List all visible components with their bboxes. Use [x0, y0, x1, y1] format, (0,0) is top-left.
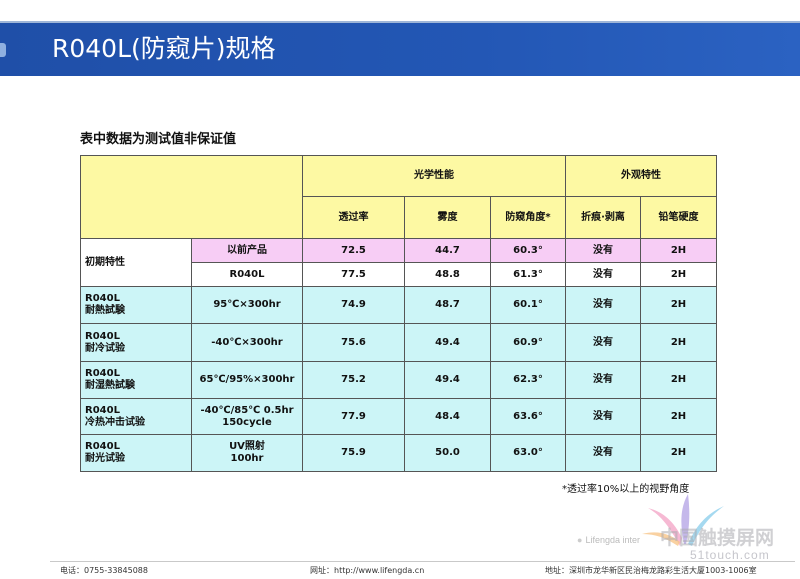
sample-cell: 以前产品 [191, 238, 303, 263]
haze-cell: 48.7 [404, 286, 491, 324]
transmittance-cell: 75.6 [302, 323, 405, 362]
angle-cell: 61.3° [489, 262, 567, 287]
angle-cell: 63.0° [489, 434, 567, 472]
table-row: R040L 耐冷试验 -40℃×300hr 75.6 49.4 60.9° 没有 … [80, 323, 718, 362]
title-banner: R040L(防窥片)规格 [0, 23, 800, 76]
test-name-line1: R040L [85, 404, 120, 416]
condition-line1: -40℃×300hr [211, 336, 283, 348]
condition-line1: 65℃/95%×300hr [199, 374, 295, 385]
crease-cell: 没有 [565, 323, 642, 362]
haze-cell: 48.8 [404, 262, 491, 287]
table-caption: 表中数据为测试值非保证值 [80, 132, 237, 147]
table-row: R040L 冷热冲击试验 -40℃/85℃ 0.5hr 150cycle 77.9 … [80, 398, 718, 435]
footer-address: 地址：深圳市龙华新区民治梅龙路彩生活大厦1003-1006室 [545, 566, 757, 575]
condition-line1: UV照射 [229, 441, 265, 452]
angle-cell: 60.9° [489, 323, 567, 362]
hardness-cell: 2H [640, 361, 718, 399]
hardness-cell: 2H [640, 262, 718, 287]
hardness-cell: 2H [640, 238, 718, 263]
angle-cell: 62.3° [489, 361, 567, 399]
crease-cell: 没有 [565, 286, 642, 324]
haze-cell: 49.4 [404, 361, 491, 399]
condition-line1: -40℃/85℃ 0.5hr [200, 404, 294, 416]
test-name-cell: R040L 耐冷试验 [80, 323, 192, 362]
table-row: R040L 耐光试验 UV照射 100hr 75.9 50.0 63.0° 没有 2… [80, 434, 718, 472]
table-row: R040L 77.5 48.8 61.3° 没有 2H [81, 262, 718, 287]
test-name-cell: R040L 耐湿熱試験 [80, 361, 192, 399]
crease-cell: 没有 [565, 398, 642, 435]
group-appearance: 外观特性 [565, 155, 718, 197]
test-name-line2: 耐光试验 [85, 453, 125, 464]
condition-cell: -40℃×300hr [191, 323, 303, 362]
test-name-cell: R040L 耐光试验 [80, 434, 192, 472]
crease-cell: 没有 [565, 238, 642, 263]
footer-rule [50, 561, 795, 562]
hardness-cell: 2H [640, 398, 718, 435]
footnote: *透过率10%以上的视野角度 [562, 484, 690, 495]
header-hardness: 铅笔硬度 [640, 196, 718, 239]
header-crease: 折痕·剥离 [565, 196, 642, 239]
header-haze: 雾度 [404, 196, 491, 239]
condition-line2: 100hr [230, 453, 264, 464]
footer-phone: 电话：0755-33845088 [60, 566, 148, 575]
crease-cell: 没有 [565, 361, 642, 399]
banner-tab [0, 43, 6, 57]
test-name-cell: R040L 耐熱試験 [80, 286, 192, 324]
group-optical: 光学性能 [301, 155, 567, 197]
table-row: R040L 耐湿熱試験 65℃/95%×300hr 75.2 49.4 62.3°… [80, 361, 718, 399]
watermark-site-url: 51touch.com [690, 548, 770, 562]
transmittance-cell: 75.2 [302, 361, 405, 399]
angle-cell: 60.1° [489, 286, 567, 324]
condition-cell: UV照射 100hr [191, 434, 303, 472]
header-angle: 防窥角度* [489, 196, 567, 239]
condition-cell: -40℃/85℃ 0.5hr 150cycle [191, 398, 303, 435]
test-name-line2: 冷热冲击试验 [85, 416, 145, 428]
watermark-company-text: Lifengda inter [585, 535, 640, 545]
table-row: 初期特性 以前产品 72.5 44.7 60.3° 没有 2H [80, 238, 718, 287]
haze-cell: 48.4 [404, 398, 491, 435]
haze-cell: 49.4 [404, 323, 491, 362]
condition-line2: 150cycle [222, 416, 272, 428]
transmittance-cell: 77.9 [302, 398, 405, 435]
transmittance-cell: 72.5 [302, 238, 405, 263]
condition-cell: 95℃×300hr [191, 286, 303, 324]
haze-cell: 44.7 [404, 238, 491, 263]
header-transmittance: 透过率 [302, 196, 405, 239]
test-name-line2: 耐冷试验 [85, 342, 125, 354]
table-row: R040L 耐熱試験 95℃×300hr 74.9 48.7 60.1° 没有 2… [80, 286, 718, 324]
crease-cell: 没有 [565, 262, 642, 287]
initial-label: 初期特性 [80, 238, 192, 287]
condition-cell: 65℃/95%×300hr [191, 361, 303, 399]
test-name-line1: R040L [85, 441, 120, 452]
sample-cell: R040L [191, 262, 303, 287]
watermark-company: ● Lifengda inter [577, 535, 640, 545]
footer-website: 网址：http://www.lifengda.cn [310, 566, 425, 575]
corner-cell [80, 155, 303, 239]
hardness-cell: 2H [640, 286, 718, 324]
test-name-line1: R040L [85, 330, 120, 342]
condition-line1: 95℃×300hr [213, 299, 281, 310]
hardness-cell: 2H [640, 434, 718, 472]
watermark-site-name: 中国触摸屏网 [660, 527, 775, 549]
hardness-cell: 2H [640, 323, 718, 362]
test-name-line1: R040L [85, 293, 120, 304]
transmittance-cell: 77.5 [302, 262, 405, 287]
slide-title: R040L(防窥片)规格 [52, 34, 276, 63]
test-name-line2: 耐熱試験 [85, 305, 125, 316]
test-name-line1: R040L [85, 368, 120, 379]
haze-cell: 50.0 [404, 434, 491, 472]
test-name-line2: 耐湿熱試験 [85, 380, 135, 391]
top-rule [0, 21, 800, 23]
transmittance-cell: 75.9 [302, 434, 405, 472]
test-name-cell: R040L 冷热冲击试验 [80, 398, 192, 435]
spec-table: 光学性能 外观特性 透过率 雾度 防窥角度* 折痕·剥离 铅笔硬度 初期特性 以… [80, 155, 718, 472]
crease-cell: 没有 [565, 434, 642, 472]
angle-cell: 60.3° [489, 238, 567, 263]
angle-cell: 63.6° [489, 398, 567, 435]
watermark-logo-icon [642, 494, 724, 546]
transmittance-cell: 74.9 [302, 286, 405, 324]
